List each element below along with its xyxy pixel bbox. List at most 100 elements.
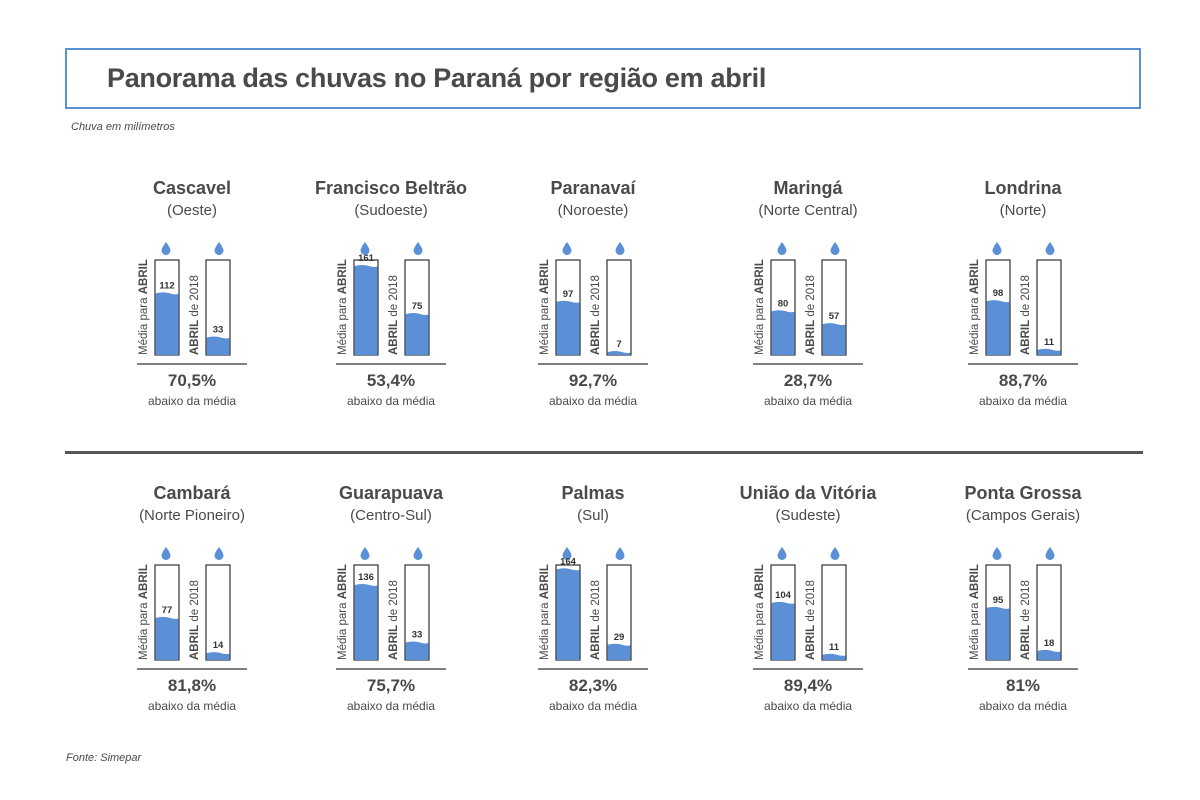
city-chart: Paranavaí (Noroeste) Média para ABRIL ABRIL… <box>498 178 688 418</box>
bar-value-label: 18 <box>1044 638 1055 649</box>
bar-value-label: 95 <box>993 595 1004 606</box>
city-chart: União da Vitória (Sudeste) Média para ABRI… <box>713 483 903 723</box>
bar-abril-2018 <box>1037 348 1061 355</box>
raindrop-icon <box>360 242 370 255</box>
axis-label-media-abril: Média para ABRIL <box>138 259 150 355</box>
city-name: Cascavel <box>152 178 232 198</box>
region-name: (Noroeste) <box>557 202 629 219</box>
raindrop-icon <box>777 547 787 560</box>
raindrop-icon <box>562 242 572 255</box>
city-chart: Francisco Beltrão (Sudoeste) Média para AB… <box>296 178 486 418</box>
bar-value-label: 57 <box>829 311 840 322</box>
bar-value-label: 11 <box>1044 337 1055 348</box>
below-average-note: abaixo da média <box>763 699 853 713</box>
percent-below-average: 92,7% <box>568 371 618 390</box>
region-name: (Norte Pioneiro) <box>139 507 245 524</box>
chart-title: Panorama das chuvas no Paraná por região… <box>107 63 767 93</box>
city-name: Paranavaí <box>550 178 636 198</box>
bar-value-label: 164 <box>560 556 577 567</box>
city-chart: Maringá (Norte Central) Média para ABRIL AB… <box>713 178 903 418</box>
region-name: (Centro-Sul) <box>350 507 432 524</box>
bar-media-abril <box>556 300 580 355</box>
axis-label-abril-2018: ABRIL de 2018 <box>388 275 400 355</box>
bar-abril-2018 <box>822 323 846 355</box>
raindrop-icon <box>161 547 171 560</box>
chart-subtitle: Chuva em milímetros <box>71 121 175 133</box>
bar-value-label: 33 <box>412 630 423 641</box>
bar-value-label: 161 <box>358 253 375 264</box>
raindrop-icon <box>615 547 625 560</box>
percent-below-average: 82,3% <box>568 676 618 695</box>
axis-label-abril-2018: ABRIL de 2018 <box>189 275 201 355</box>
rain-bars-plot: Média para ABRIL ABRIL de 2018 77 14 <box>137 547 247 670</box>
bar-media-abril <box>556 568 580 660</box>
axis-label-abril-2018: ABRIL de 2018 <box>590 275 602 355</box>
axis-label-media-abril: Média para ABRIL <box>539 259 551 355</box>
city-chart: Guarapuava (Centro-Sul) Média para ABRIL AB… <box>296 483 486 723</box>
rain-bars-plot: Média para ABRIL ABRIL de 2018 97 7 <box>538 242 648 365</box>
bar-frame <box>1036 564 1062 661</box>
raindrop-icon <box>562 547 572 560</box>
axis-label-abril-2018: ABRIL de 2018 <box>388 580 400 660</box>
region-name: (Sudeste) <box>775 507 841 524</box>
below-average-note: abaixo da média <box>147 394 237 408</box>
rain-bars-plot: Média para ABRIL ABRIL de 2018 164 29 <box>538 547 648 670</box>
bar-value-label: 29 <box>614 632 625 643</box>
city-name: Ponta Grossa <box>964 483 1082 503</box>
city-name: União da Vitória <box>739 483 877 503</box>
bar-abril-2018 <box>1037 649 1061 660</box>
region-name: (Sudoeste) <box>354 202 428 219</box>
raindrop-icon <box>214 547 224 560</box>
axis-label-media-abril: Média para ABRIL <box>337 564 349 660</box>
bar-abril-2018 <box>206 336 230 355</box>
raindrop-icon <box>992 242 1002 255</box>
percent-below-average: 81% <box>1005 676 1041 695</box>
bar-value-label: 112 <box>159 280 174 291</box>
percent-below-average: 89,4% <box>783 676 833 695</box>
axis-label-abril-2018: ABRIL de 2018 <box>1020 275 1032 355</box>
bar-value-label: 75 <box>412 301 423 312</box>
rain-bars-plot: Média para ABRIL ABRIL de 2018 161 75 <box>336 242 446 365</box>
region-name: (Norte Central) <box>758 202 858 219</box>
city-chart: Cambará (Norte Pioneiro) Média para ABRIL A… <box>97 483 287 723</box>
bar-media-abril <box>354 264 378 355</box>
percent-below-average: 53,4% <box>366 371 416 390</box>
axis-label-media-abril: Média para ABRIL <box>754 564 766 660</box>
bar-abril-2018 <box>405 313 429 355</box>
percent-below-average: 70,5% <box>167 371 217 390</box>
axis-label-media-abril: Média para ABRIL <box>969 259 981 355</box>
rain-bars-plot: Média para ABRIL ABRIL de 2018 136 33 <box>336 547 446 670</box>
bar-value-label: 136 <box>358 572 374 583</box>
bar-value-label: 77 <box>162 605 173 616</box>
bar-value-label: 33 <box>213 325 224 336</box>
rain-bars-plot: Média para ABRIL ABRIL de 2018 95 18 <box>968 547 1078 670</box>
bar-value-label: 80 <box>778 298 789 309</box>
bar-value-label: 14 <box>213 640 224 651</box>
region-name: (Sul) <box>577 507 609 524</box>
below-average-note: abaixo da média <box>346 394 436 408</box>
axis-label-media-abril: Média para ABRIL <box>969 564 981 660</box>
city-name: Maringá <box>773 178 843 198</box>
bar-abril-2018 <box>206 652 230 660</box>
rain-bars-plot: Média para ABRIL ABRIL de 2018 104 11 <box>753 547 863 670</box>
bar-abril-2018 <box>607 351 631 355</box>
bar-media-abril <box>354 583 378 660</box>
rain-bars-plot: Média para ABRIL ABRIL de 2018 80 57 <box>753 242 863 365</box>
city-chart: Cascavel (Oeste) Média para ABRIL ABRIL de … <box>97 178 287 418</box>
bar-abril-2018 <box>822 653 846 660</box>
bar-media-abril <box>155 616 179 660</box>
raindrop-icon <box>161 242 171 255</box>
axis-label-media-abril: Média para ABRIL <box>138 564 150 660</box>
bar-value-label: 98 <box>993 288 1004 299</box>
bar-value-label: 104 <box>775 590 792 601</box>
raindrop-icon <box>777 242 787 255</box>
percent-below-average: 28,7% <box>783 371 833 390</box>
axis-label-abril-2018: ABRIL de 2018 <box>189 580 201 660</box>
bar-frame <box>606 259 632 356</box>
bar-media-abril <box>771 310 795 355</box>
raindrop-icon <box>413 242 423 255</box>
axis-label-media-abril: Média para ABRIL <box>754 259 766 355</box>
bar-value-label: 7 <box>616 339 621 350</box>
raindrop-icon <box>1045 242 1055 255</box>
raindrop-icon <box>413 547 423 560</box>
